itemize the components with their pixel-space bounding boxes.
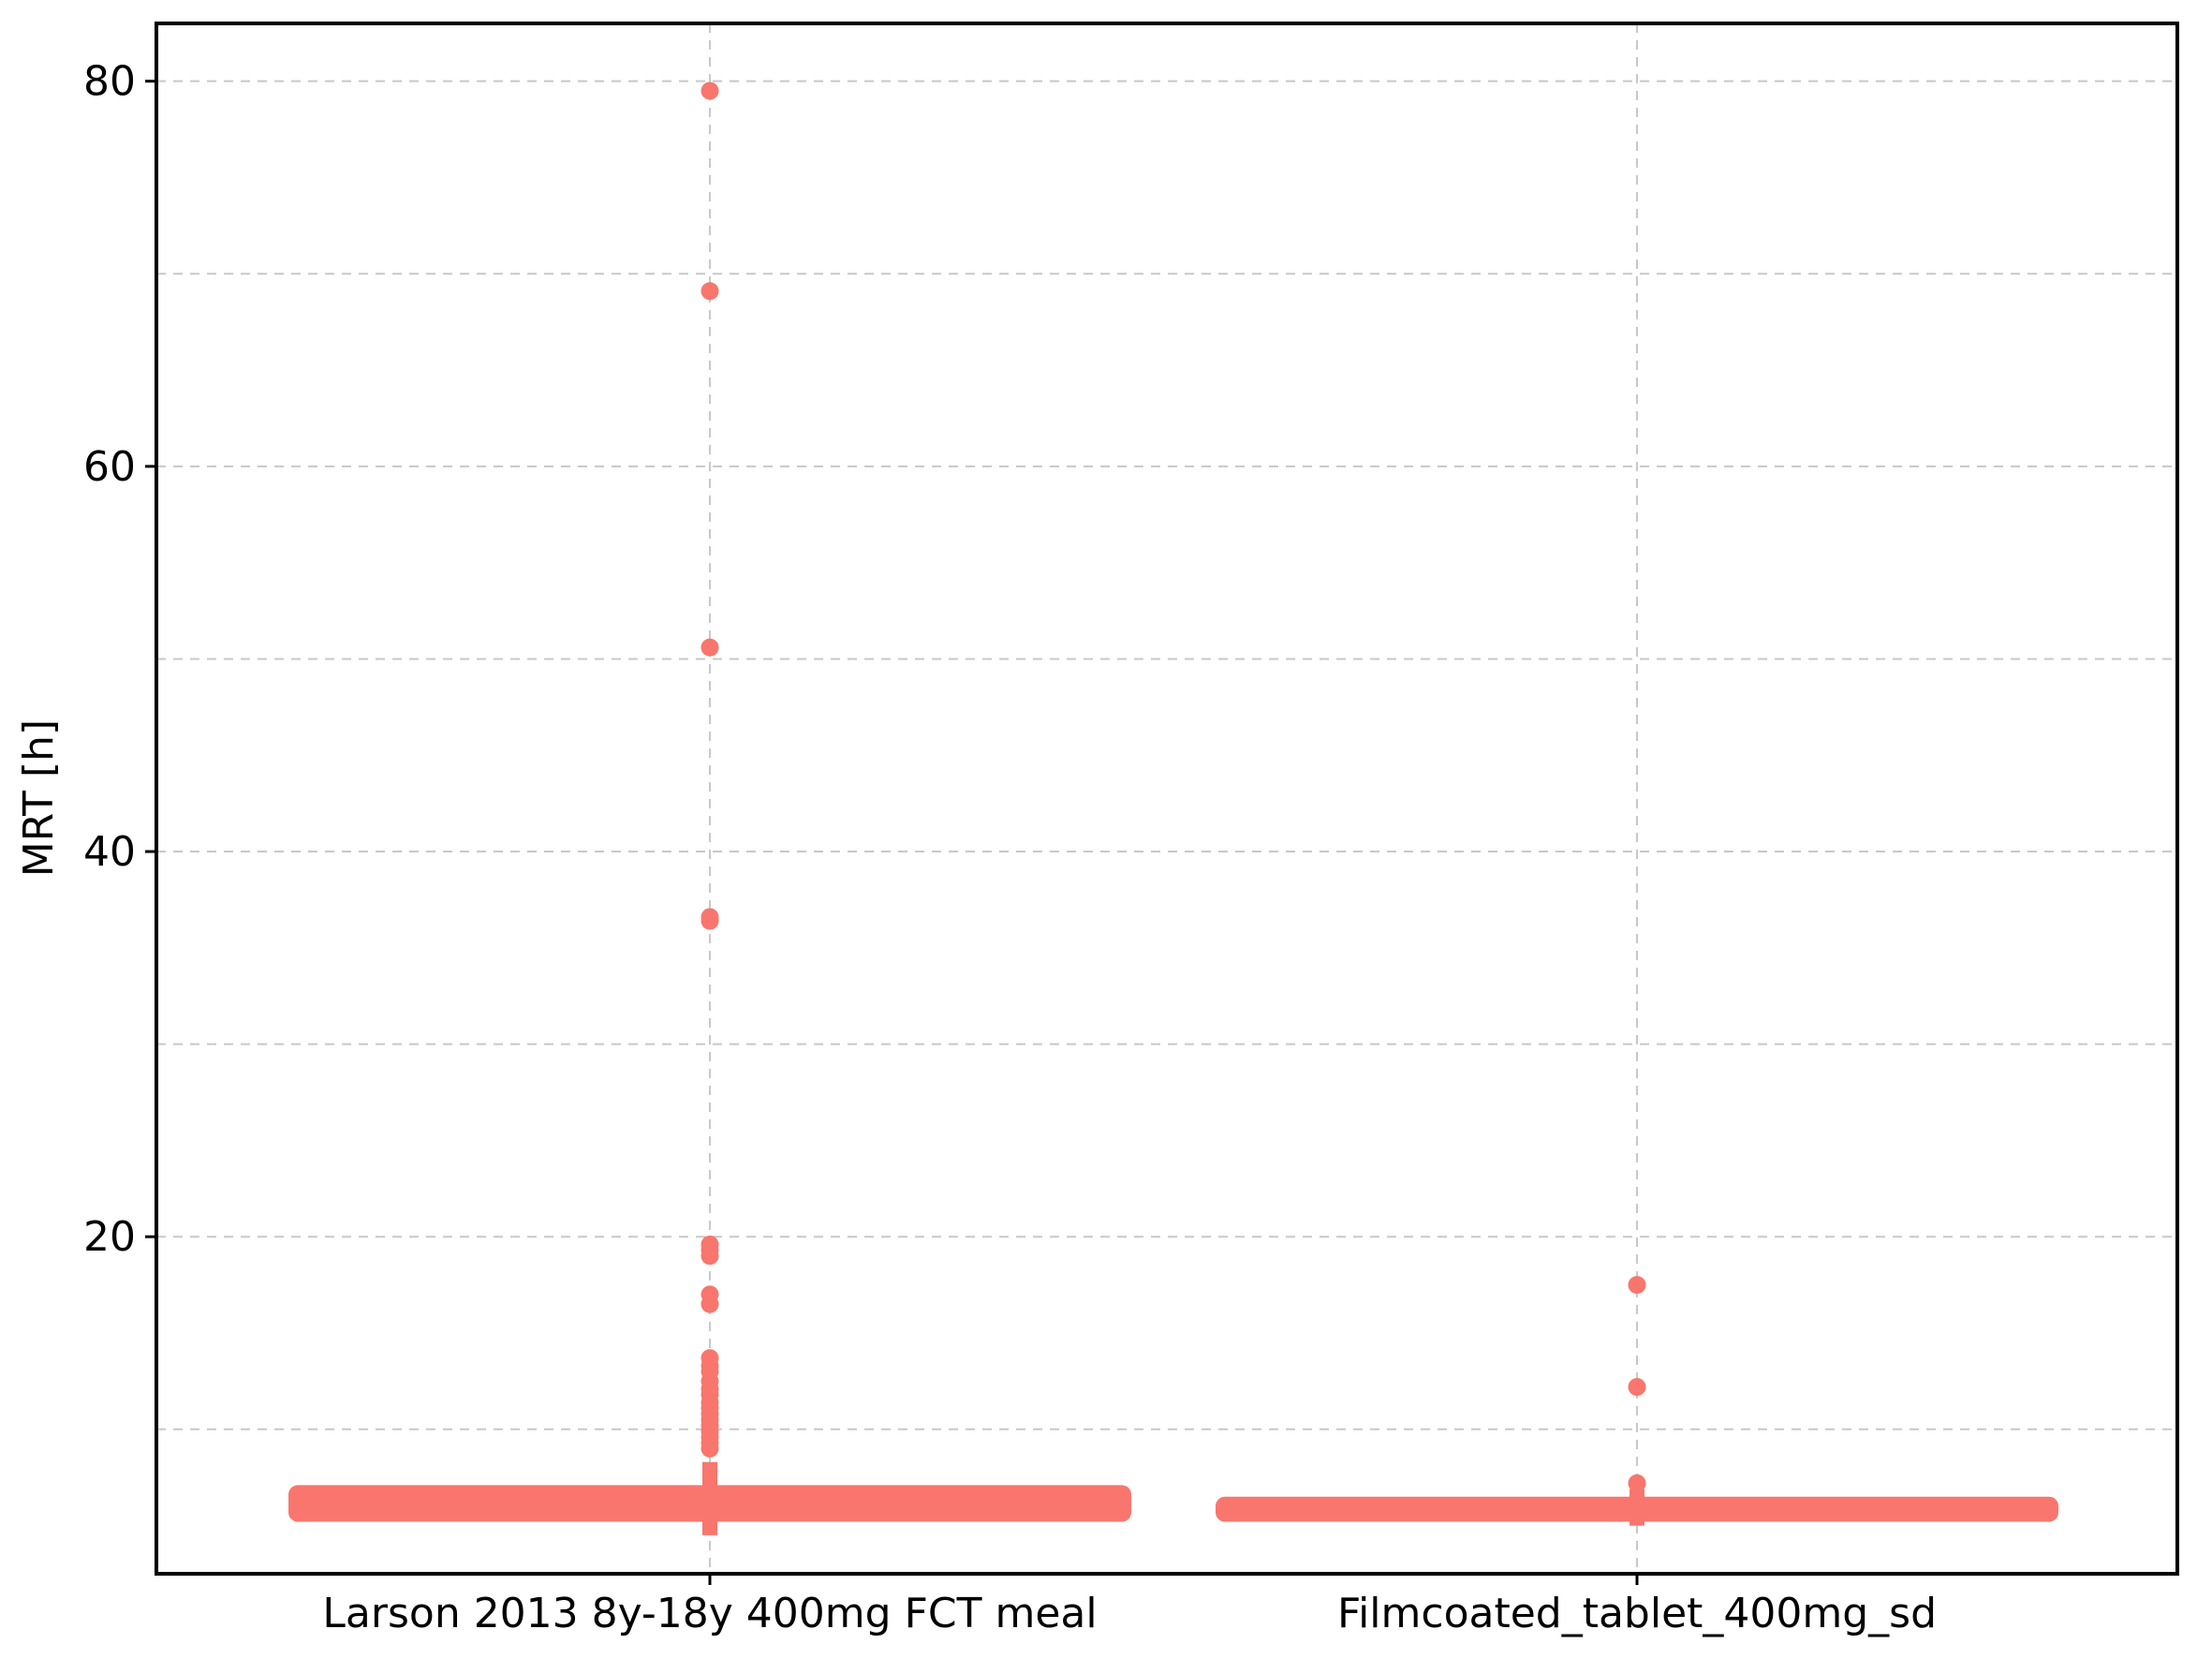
outlier-point xyxy=(1628,1276,1646,1295)
box-group xyxy=(288,81,1131,1535)
outlier-point xyxy=(700,282,719,301)
y-tick-label: 60 xyxy=(83,443,136,491)
box-group xyxy=(1216,1276,2058,1526)
axis-ticks: 20 40 60 80 Larson 2013 8y-18y 400mg FCT mea… xyxy=(83,58,1937,1637)
outlier-point xyxy=(1628,1378,1646,1397)
y-tick-label: 40 xyxy=(83,828,136,876)
y-axis-label: MRT [h] xyxy=(15,719,63,877)
outlier-point xyxy=(700,638,719,657)
y-tick-label: 80 xyxy=(83,58,136,106)
box xyxy=(288,1485,1131,1522)
boxplot-series xyxy=(288,81,2058,1535)
y-tick-label: 20 xyxy=(83,1213,136,1261)
grid xyxy=(156,23,2177,1574)
outlier-point xyxy=(700,81,719,100)
outlier-point xyxy=(700,1295,719,1313)
x-tick-label: Larson 2013 8y-18y 400mg FCT meal xyxy=(322,1590,1097,1637)
box xyxy=(1216,1496,2058,1522)
outlier-point xyxy=(700,1439,719,1458)
plot-frame xyxy=(155,22,2179,1576)
outlier-point xyxy=(700,911,719,930)
outlier-point xyxy=(700,1247,719,1266)
outlier-point xyxy=(1628,1474,1646,1492)
x-tick-label: Filmcoated_tablet_400mg_sd xyxy=(1337,1590,1937,1637)
